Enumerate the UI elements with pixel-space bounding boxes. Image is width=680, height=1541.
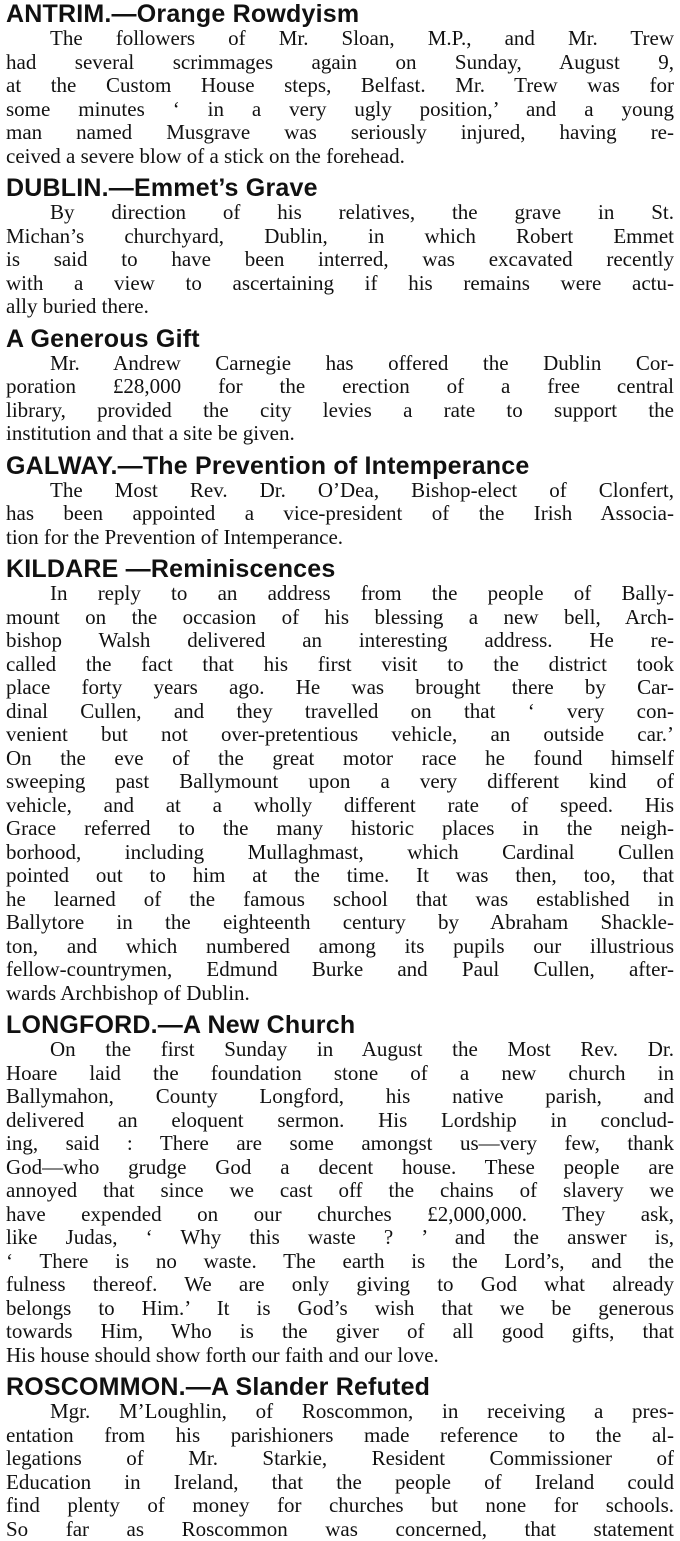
- text-line: have expended on our churches £2,000,000…: [6, 1203, 674, 1227]
- text-line: ally buried there.: [6, 295, 674, 319]
- text-line: bishop Walsh delivered an interesting ad…: [6, 629, 674, 653]
- text-line: Ballymahon, County Longford, his native …: [6, 1085, 674, 1109]
- text-line: annoyed that since we cast off the chain…: [6, 1179, 674, 1203]
- text-line: fellow-countrymen, Edmund Burke and Paul…: [6, 958, 674, 982]
- article-heading: KILDARE —Reminiscences: [6, 549, 674, 582]
- text-line: he learned of the famous school that was…: [6, 888, 674, 912]
- text-line: called the fact that his first visit to …: [6, 653, 674, 677]
- text-line: tion for the Prevention of Intemperance.: [6, 526, 674, 550]
- text-line: In reply to an address from the people o…: [6, 582, 674, 606]
- article-heading: DUBLIN.—Emmet’s Grave: [6, 168, 674, 201]
- text-line: ‘ There is no waste. The earth is the Lo…: [6, 1250, 674, 1274]
- text-line: place forty years ago. He was brought th…: [6, 676, 674, 700]
- text-line: ton, and which numbered among its pupils…: [6, 935, 674, 959]
- text-line: poration £28,000 for the erection of a f…: [6, 375, 674, 399]
- text-line: vehicle, and at a wholly different rate …: [6, 794, 674, 818]
- text-line: Mr. Andrew Carnegie has offered the Dubl…: [6, 352, 674, 376]
- text-line: Hoare laid the foundation stone of a new…: [6, 1062, 674, 1086]
- text-line: fulness thereof. We are only giving to G…: [6, 1273, 674, 1297]
- text-line: dinal Cullen, and they travelled on that…: [6, 700, 674, 724]
- text-line: wards Archbishop of Dublin.: [6, 982, 674, 1006]
- text-line: Ballytore in the eighteenth century by A…: [6, 911, 674, 935]
- text-line: library, provided the city levies a rate…: [6, 399, 674, 423]
- article-heading: LONGFORD.—A New Church: [6, 1005, 674, 1038]
- text-line: find plenty of money for churches but no…: [6, 1494, 674, 1518]
- text-line: is said to have been interred, was excav…: [6, 248, 674, 272]
- text-line: ceived a severe blow of a stick on the f…: [6, 145, 674, 169]
- text-line: like Judas, ‘ Why this waste ? ’ and the…: [6, 1226, 674, 1250]
- text-line: God—who grudge God a decent house. These…: [6, 1156, 674, 1180]
- text-line: pointed out to him at the time. It was t…: [6, 864, 674, 888]
- text-line: Education in Ireland, that the people of…: [6, 1471, 674, 1495]
- text-line: venient but not over-pretentious vehicle…: [6, 723, 674, 747]
- article-heading: A Generous Gift: [6, 319, 674, 352]
- text-line: had several scrimmages again on Sunday, …: [6, 51, 674, 75]
- text-line: sweeping past Ballymount upon a very dif…: [6, 770, 674, 794]
- text-line: On the first Sunday in August the Most R…: [6, 1038, 674, 1062]
- article-heading: ANTRIM.—Orange Rowdyism: [6, 0, 674, 27]
- text-line: His house should show forth our faith an…: [6, 1344, 674, 1368]
- text-line: with a view to ascertaining if his remai…: [6, 272, 674, 296]
- article-heading: GALWAY.—The Prevention of Intemperance: [6, 446, 674, 479]
- text-line: has been appointed a vice-president of t…: [6, 502, 674, 526]
- text-line: The Most Rev. Dr. O’Dea, Bishop-elect of…: [6, 479, 674, 503]
- text-line: So far as Roscommon was concerned, that …: [6, 1518, 674, 1541]
- text-line: mount on the occasion of his blessing a …: [6, 606, 674, 630]
- text-line: The followers of Mr. Sloan, M.P., and Mr…: [6, 27, 674, 51]
- text-line: ing, said : There are some amongst us—ve…: [6, 1132, 674, 1156]
- text-line: Grace referred to the many historic plac…: [6, 817, 674, 841]
- text-line: legations of Mr. Starkie, Resident Commi…: [6, 1447, 674, 1471]
- article-heading: ROSCOMMON.—A Slander Refuted: [6, 1367, 674, 1400]
- text-line: some minutes ‘ in a very ugly position,’…: [6, 98, 674, 122]
- text-line: institution and that a site be given.: [6, 422, 674, 446]
- text-line: entation from his parishioners made refe…: [6, 1424, 674, 1448]
- text-line: By direction of his relatives, the grave…: [6, 201, 674, 225]
- text-line: towards Him, Who is the giver of all goo…: [6, 1320, 674, 1344]
- text-line: On the eve of the great motor race he fo…: [6, 747, 674, 771]
- text-line: Michan’s churchyard, Dublin, in which Ro…: [6, 225, 674, 249]
- text-line: man named Musgrave was seriously injured…: [6, 121, 674, 145]
- text-line: belongs to Him.’ It is God’s wish that w…: [6, 1297, 674, 1321]
- text-line: Mgr. M’Loughlin, of Roscommon, in receiv…: [6, 1400, 674, 1424]
- text-line: borhood, including Mullaghmast, which Ca…: [6, 841, 674, 865]
- text-line: at the Custom House steps, Belfast. Mr. …: [6, 74, 674, 98]
- text-line: delivered an eloquent sermon. His Lordsh…: [6, 1109, 674, 1133]
